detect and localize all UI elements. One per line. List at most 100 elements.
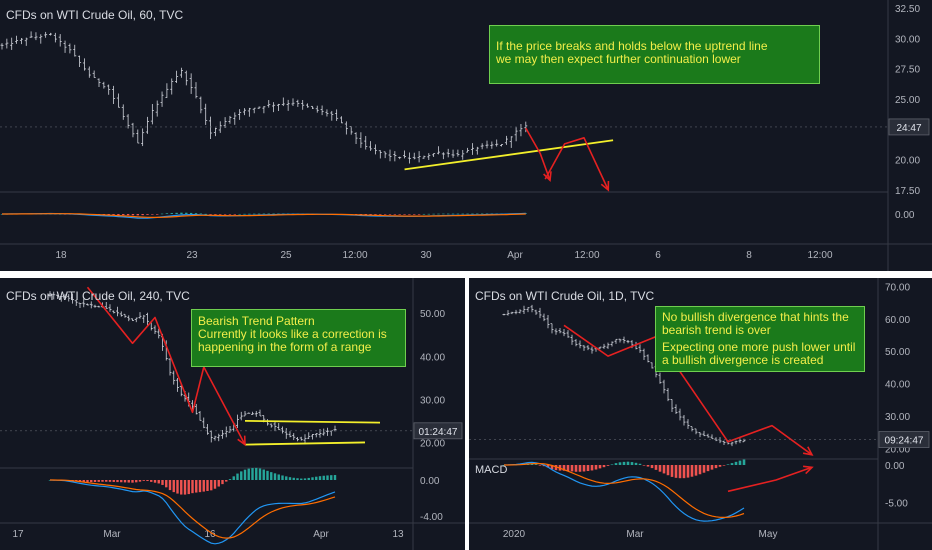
x-tick-label: 16 [204,529,216,540]
macd-line [49,479,336,545]
macd-histogram-bar [646,465,650,467]
indicator-label: MACD [475,464,507,476]
macd-histogram-bar [172,480,175,493]
macd-histogram-bar [638,463,642,465]
projection-arrow [727,466,813,493]
macd-histogram-bar [432,213,435,215]
macd-histogram-bar [251,468,254,480]
macd-histogram-bar [730,463,734,465]
macd-histogram-bar [586,465,590,472]
macd-histogram-bar [471,213,474,215]
projection-arrow [525,127,551,181]
chart-title: CFDs on WTI Crude Oil, 60, TVC [6,8,184,22]
macd-histogram-bar [180,480,183,495]
macd-histogram-bar [185,212,188,214]
macd-histogram-bar [674,465,678,478]
macd-histogram-bar [97,480,100,482]
macd-tick-label: 0.00 [420,476,440,487]
signal-line [2,213,526,218]
chart-panel-daily[interactable]: 70.00 60.00 50.00 40.00 30.00 20.00 0.00 -5.00 2… [469,278,932,550]
macd-histogram-bar [694,465,698,476]
price-label-box [888,118,930,136]
macd-histogram-bar [538,465,542,466]
chart-panel-4h[interactable]: 50.00 40.00 30.00 20.00 0.00 -4.00 17 Mar 16 Apr 1… [0,278,465,550]
x-tick-label: 2020 [503,529,526,540]
y-tick-label: 27.50 [895,65,920,76]
annotation-line: happening in the form of a range [198,340,372,354]
macd-histogram-bar [654,465,658,470]
macd-histogram-bar [262,213,266,215]
macd-histogram-bar [199,213,203,215]
macd-histogram-bar [248,213,251,215]
price-label: 01:24:47 [419,427,458,438]
macd-histogram-bar [285,476,288,480]
trend-line [244,441,366,446]
macd-histogram-bar [706,465,710,472]
macd-histogram-bar [379,214,382,215]
price-label: 09:24:47 [885,436,924,447]
macd-histogram-bar [702,465,706,473]
price-label-box [413,422,463,440]
macd-histogram-bar [480,213,484,215]
annotation-line: If the price breaks and holds below the … [496,39,768,53]
macd-histogram-bar [311,477,314,480]
macd-histogram-bar [165,213,169,214]
macd-histogram-bar [240,471,243,480]
x-tick-label: 6 [655,250,661,261]
macd-histogram-bar [554,465,558,471]
macd-histogram-bar [90,480,93,483]
macd-histogram-bar [726,464,730,465]
macd-tick-label: 0.00 [885,461,905,472]
macd-histogram-bar [150,480,153,482]
annotation-line: a bullish divergence is created [662,353,824,367]
macd-histogram-bar [135,480,138,483]
macd-histogram-bar [86,480,89,483]
macd-histogram-bar [288,477,292,480]
price-label-box [878,431,930,448]
macd-histogram-bar [238,213,241,215]
macd-histogram-bar [670,465,674,477]
macd-histogram-bar [117,214,120,215]
macd-histogram-bar [318,476,322,480]
macd-histogram-bar [690,465,694,477]
macd-histogram-bar [330,475,333,480]
macd-histogram-bar [326,475,329,480]
macd-histogram-bar [141,214,144,216]
macd-histogram-bar [120,480,123,483]
annotation-line: Expecting one more push lower until [662,340,856,354]
macd-histogram-bar [151,214,154,215]
macd-histogram-bar [315,476,318,480]
macd-histogram-bar [574,465,578,472]
macd-histogram-bar [112,480,115,482]
macd-histogram-bar [266,470,269,480]
macd-histogram-bar [598,465,602,469]
macd-histogram-bar [210,480,213,491]
macd-histogram-bar [590,465,594,471]
macd-histogram-bar [105,480,108,482]
panel-divider [0,271,932,278]
macd-histogram-bar [642,465,646,466]
macd-histogram-bar [742,459,746,465]
macd-histogram-bar [534,464,538,465]
x-tick-label: 13 [392,529,404,540]
macd-histogram-bar [630,462,634,465]
macd-histogram-bar [393,214,397,215]
y-tick-label: 32.50 [895,4,920,15]
macd-histogram-bar [202,480,205,492]
chart-panel-hourly[interactable]: 32.5030.0027.5025.0022.5020.0017.500.001… [0,0,932,271]
y-tick-label: 20.00 [895,156,920,167]
x-tick-label: Apr [313,529,329,540]
projection-arrow [563,324,813,456]
macd-histogram-bar [662,465,666,474]
macd-histogram-bar [142,480,145,481]
macd-histogram-bar [550,465,554,470]
macd-histogram-bar [219,214,222,215]
macd-histogram-bar [170,213,173,214]
macd-histogram-bar [136,214,139,216]
macd-histogram-bar [243,469,247,480]
y-tick-label: 30.00 [895,34,920,45]
macd-histogram-bar [427,213,430,215]
macd-histogram-bar [165,480,168,488]
macd-tick-label: -5.00 [885,499,908,510]
